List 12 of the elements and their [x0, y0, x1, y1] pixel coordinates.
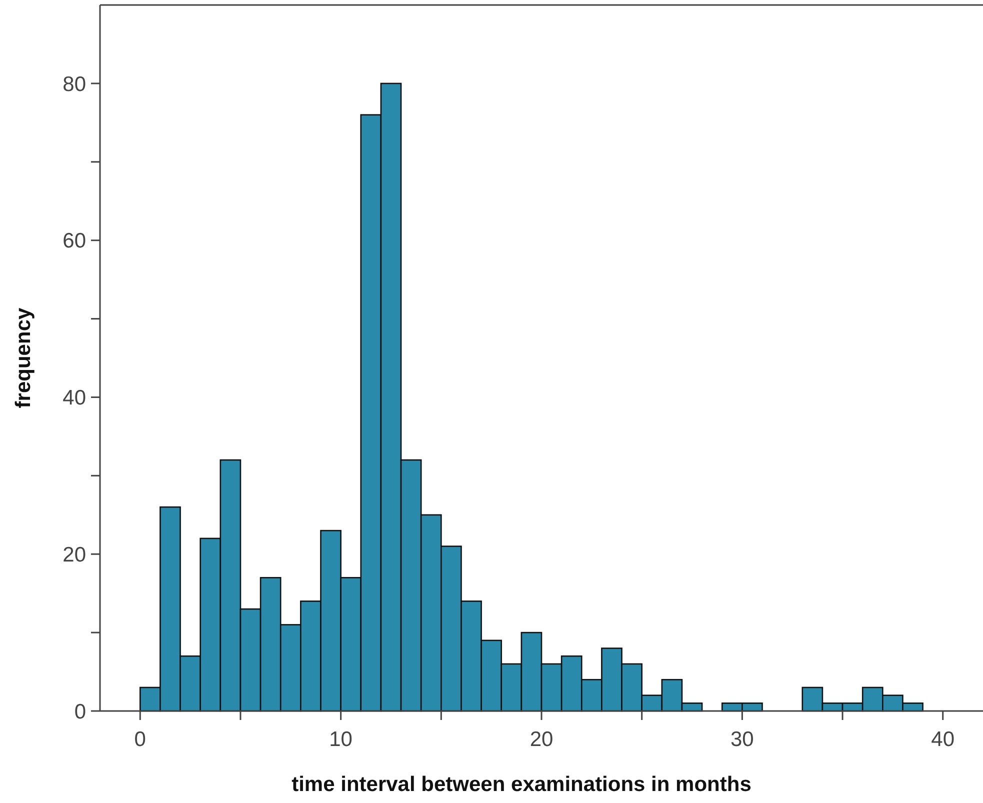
x-tick-label: 0 [134, 728, 146, 751]
y-tick-label: 0 [74, 700, 86, 724]
y-tick-label: 80 [62, 72, 86, 96]
x-tick-label: 10 [329, 728, 352, 751]
x-axis-title: time interval between examinations in months [292, 773, 752, 796]
y-tick-label: 60 [62, 230, 86, 253]
y-tick-label: 40 [62, 386, 86, 410]
x-tick-label: 40 [931, 728, 955, 751]
x-tick-label: 20 [530, 728, 554, 751]
y-axis-title: frequency [12, 308, 35, 408]
y-tick-label: 20 [62, 543, 86, 566]
x-tick-label: 30 [730, 728, 754, 751]
